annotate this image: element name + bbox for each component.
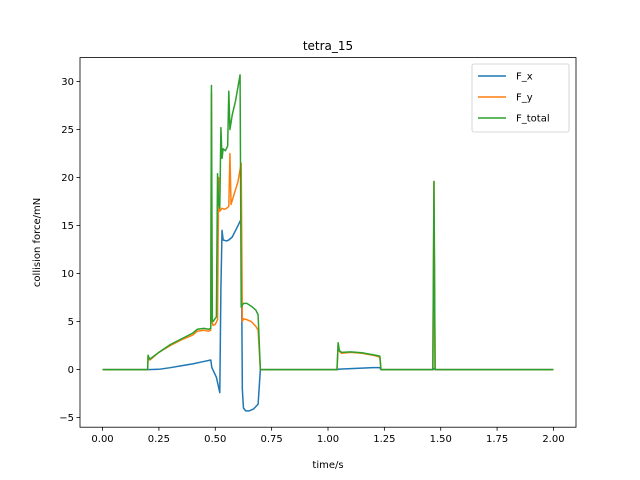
legend: F_x F_y F_total xyxy=(471,63,570,133)
y-tick-label: 5 xyxy=(68,317,74,328)
y-ticks: −5 0 5 10 15 20 25 30 xyxy=(59,77,80,424)
y-tick-label: 30 xyxy=(61,77,74,88)
y-tick-label: 25 xyxy=(61,125,74,136)
legend-box xyxy=(471,63,570,133)
x-tick-label: 1.00 xyxy=(317,434,339,445)
series-line-f-x xyxy=(102,218,554,412)
x-tick-label: 0.25 xyxy=(148,434,170,445)
series-line-f-total xyxy=(102,74,554,371)
x-tick-label: 1.50 xyxy=(430,434,452,445)
x-ticks: 0.00 0.25 0.50 0.75 1.00 1.25 1.50 1.75 2.00 xyxy=(91,427,565,445)
y-tick-label: 10 xyxy=(61,269,74,280)
x-axis-label: time/s xyxy=(312,460,343,471)
chart-title: tetra_15 xyxy=(303,39,353,53)
y-axis-label: collision force/mN xyxy=(32,198,43,287)
x-tick-label: 2.00 xyxy=(542,434,564,445)
x-tick-label: 0.00 xyxy=(91,434,113,445)
y-tick-label: −5 xyxy=(59,413,74,424)
x-tick-label: 0.75 xyxy=(261,434,283,445)
x-tick-label: 0.50 xyxy=(204,434,226,445)
series-lines xyxy=(102,74,554,412)
legend-label: F_y xyxy=(516,93,533,104)
x-tick-label: 1.75 xyxy=(486,434,508,445)
legend-label: F_total xyxy=(516,114,550,125)
y-tick-label: 15 xyxy=(61,221,74,232)
y-tick-label: 0 xyxy=(68,365,74,376)
plot-frame xyxy=(79,57,577,428)
legend-label: F_x xyxy=(516,72,533,83)
y-tick-label: 20 xyxy=(61,173,74,184)
x-tick-label: 1.25 xyxy=(373,434,395,445)
